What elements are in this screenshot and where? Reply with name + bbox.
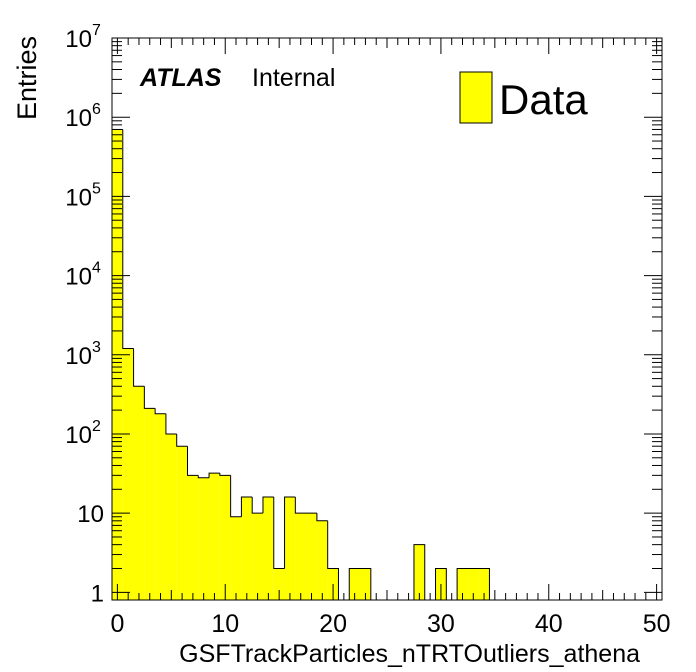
histogram-bar [316,520,328,600]
y-tick-label: 1 [91,580,104,607]
y-tick-label: 10 [77,501,104,528]
y-tick-label: 10 [65,422,92,449]
x-tick-label: 20 [319,610,347,638]
histogram-bar [176,446,188,600]
histogram-bar [457,568,468,600]
x-tick-label: 50 [643,610,671,638]
histogram-bar [165,433,177,600]
internal-label: Internal [252,64,335,92]
legend-swatch [459,71,493,124]
histogram-bar [413,544,425,600]
histogram-bar [144,408,156,600]
histogram-bar [112,129,123,600]
histogram-bar [198,477,210,600]
y-tick-label: 10 [65,105,92,132]
x-tick-label: 10 [211,610,239,638]
histogram-bar [478,568,490,600]
histogram-bar [306,513,317,600]
histogram-bar [209,473,220,600]
histogram-bar [360,568,371,600]
y-tick-exponent: 4 [92,260,101,277]
plot-frame [111,37,663,601]
y-tick-exponent: 2 [92,418,101,435]
y-tick-exponent: 3 [92,339,101,356]
histogram-bar [133,386,145,600]
histogram-bar [284,496,296,600]
legend-label: Data [499,76,588,123]
y-tick-label: 10 [65,184,92,211]
histogram-bar [349,568,361,600]
x-tick-label: 30 [427,610,455,638]
y-tick-exponent: 7 [92,22,101,39]
y-tick-exponent: 6 [92,101,101,118]
y-tick-label: 10 [65,26,92,53]
histogram-bar [295,513,307,600]
histogram-bar [219,475,231,600]
y-tick-label: 10 [65,343,92,370]
histogram-bar [122,348,134,600]
histogram-bar [467,568,479,600]
histogram-bar [187,475,199,600]
histogram-bar [252,513,263,600]
x-tick-label: 0 [110,610,124,638]
histogram-bar [241,496,253,600]
y-tick-label: 10 [65,264,92,291]
histogram-bar [273,568,285,600]
histogram-bar [230,516,242,600]
atlas-label: ATLAS [139,64,222,92]
axis-ticks [112,37,662,600]
y-axis-label: Entries [12,36,42,120]
histogram-bar [155,413,166,600]
x-axis-label: GSFTrackParticles_nTRTOutliers_athena [179,640,640,668]
x-tick-label: 40 [535,610,563,638]
histogram-bar [262,496,274,600]
legend: Data [459,71,588,124]
y-tick-exponent: 5 [92,180,101,197]
